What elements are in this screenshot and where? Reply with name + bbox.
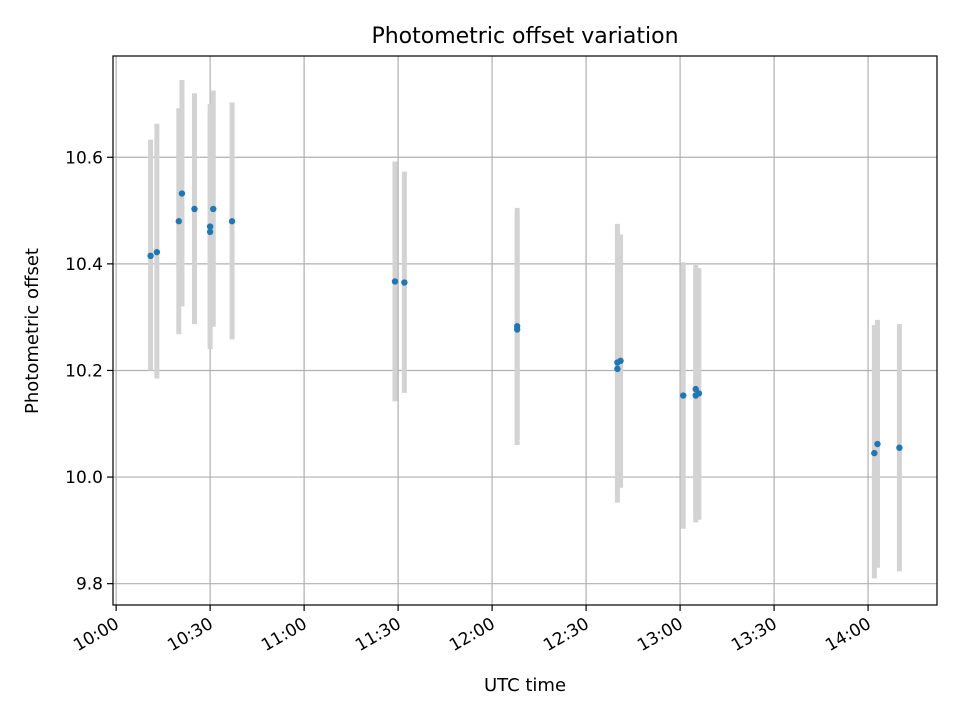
y-tick-label: 10.4 bbox=[65, 255, 103, 275]
x-axis-label: UTC time bbox=[484, 675, 566, 696]
data-point bbox=[206, 223, 214, 230]
data-point bbox=[513, 326, 521, 333]
x-tick-label: 12:00 bbox=[446, 614, 498, 656]
data-point bbox=[147, 252, 154, 260]
data-point bbox=[695, 390, 703, 397]
data-point bbox=[874, 440, 881, 448]
error-bars bbox=[148, 79, 902, 579]
data-point bbox=[206, 228, 214, 236]
data-point bbox=[175, 218, 182, 225]
data-point bbox=[896, 444, 903, 451]
data-point bbox=[680, 392, 687, 399]
chart-title: Photometric offset variation bbox=[371, 24, 678, 49]
data-point bbox=[228, 218, 236, 225]
x-tick-label: 10:00 bbox=[70, 614, 122, 656]
x-tick-label: 13:30 bbox=[728, 614, 780, 656]
data-point bbox=[191, 205, 198, 213]
data-point bbox=[210, 205, 217, 213]
y-axis-label: Photometric offset bbox=[22, 248, 43, 414]
data-point bbox=[617, 357, 624, 365]
y-tick-label: 10.6 bbox=[65, 148, 103, 168]
y-tick-label: 10.0 bbox=[65, 468, 103, 488]
data-point bbox=[871, 449, 878, 457]
plot-frame bbox=[112, 55, 938, 606]
x-tick-label: 12:30 bbox=[540, 614, 592, 656]
data-point bbox=[614, 365, 621, 373]
x-tick-label: 14:00 bbox=[822, 614, 874, 656]
grid-lines bbox=[113, 56, 937, 605]
x-axis-ticks: 10:00 10:30 11:00 11:30 12:00 12:30 13:00 13:30… bbox=[70, 605, 875, 656]
x-tick-label: 13:00 bbox=[634, 614, 686, 656]
data-point bbox=[391, 278, 399, 285]
x-tick-label: 10:30 bbox=[164, 614, 216, 656]
y-tick-label: 9.8 bbox=[76, 575, 103, 595]
y-tick-label: 10.2 bbox=[65, 361, 103, 381]
x-tick-label: 11:00 bbox=[258, 614, 310, 656]
data-points bbox=[147, 190, 903, 457]
data-point bbox=[401, 279, 408, 286]
data-point bbox=[153, 248, 161, 256]
data-point bbox=[178, 190, 186, 197]
x-tick-label: 11:30 bbox=[352, 614, 404, 656]
y-axis-ticks: 9.8 10.0 10.2 10.4 10.6 bbox=[65, 148, 113, 595]
